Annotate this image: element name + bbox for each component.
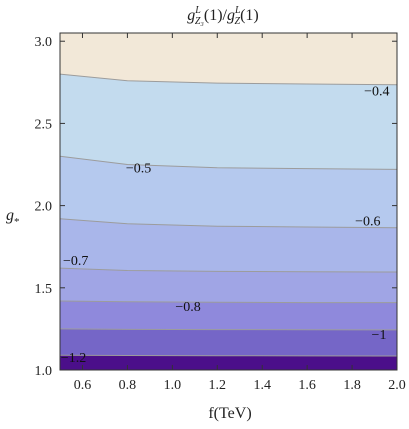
x-tick-label: 2.0 [388,378,406,393]
x-tick-label: 1.6 [298,378,316,393]
contour-region [60,328,397,356]
contour-region [60,355,397,370]
y-tick-label: 3.0 [35,35,53,50]
contour-label: −1 [372,328,387,343]
contour-label: −1.2 [61,351,86,366]
contour-label: −0.4 [364,85,389,100]
contour-label: −0.7 [63,254,88,269]
contour-line [60,300,397,304]
contour-line [60,267,397,273]
contour-line [60,354,397,357]
x-tick-label: 0.8 [119,378,137,393]
contour-lines [60,73,397,357]
contour-line [60,73,397,86]
x-tick-label: 1.8 [343,378,361,393]
contour-region [60,74,397,170]
contour-line [60,155,397,170]
contour-region [60,218,397,272]
y-tick-label: 2.0 [35,200,53,215]
chart-title: gL Z₃(1)/gL Z(1) [187,5,259,27]
contour-labels: −1.2 −1 −0.8 −0.7 −0.6 −0.5 −0.4 [61,85,390,366]
contour-label: −0.5 [126,162,151,177]
plot-frame [59,32,398,371]
contour-region [60,301,397,330]
x-axis-ticks: 0.6 0.8 1.0 1.2 1.4 1.6 1.8 2.0 [74,33,406,393]
x-tick-label: 1.0 [164,378,182,393]
contour-line [60,218,397,229]
contour-label: −0.6 [355,214,380,229]
y-tick-label: 2.5 [35,117,53,132]
x-axis-label: f(TeV) [208,405,251,422]
contour-region [60,33,397,85]
contour-region [60,268,397,303]
contour-region [60,156,397,228]
y-axis-ticks: 1.0 1.5 2.0 2.5 3.0 [35,35,397,379]
y-tick-label: 1.5 [35,282,53,297]
contour-regions [60,33,397,370]
x-tick-label: 1.4 [253,378,271,393]
contour-label: −0.8 [175,300,200,315]
y-axis-label: g* [6,207,20,228]
y-tick-label: 1.0 [35,364,53,379]
contour-line [60,328,397,331]
x-tick-label: 0.6 [74,378,92,393]
x-tick-label: 1.2 [209,378,227,393]
